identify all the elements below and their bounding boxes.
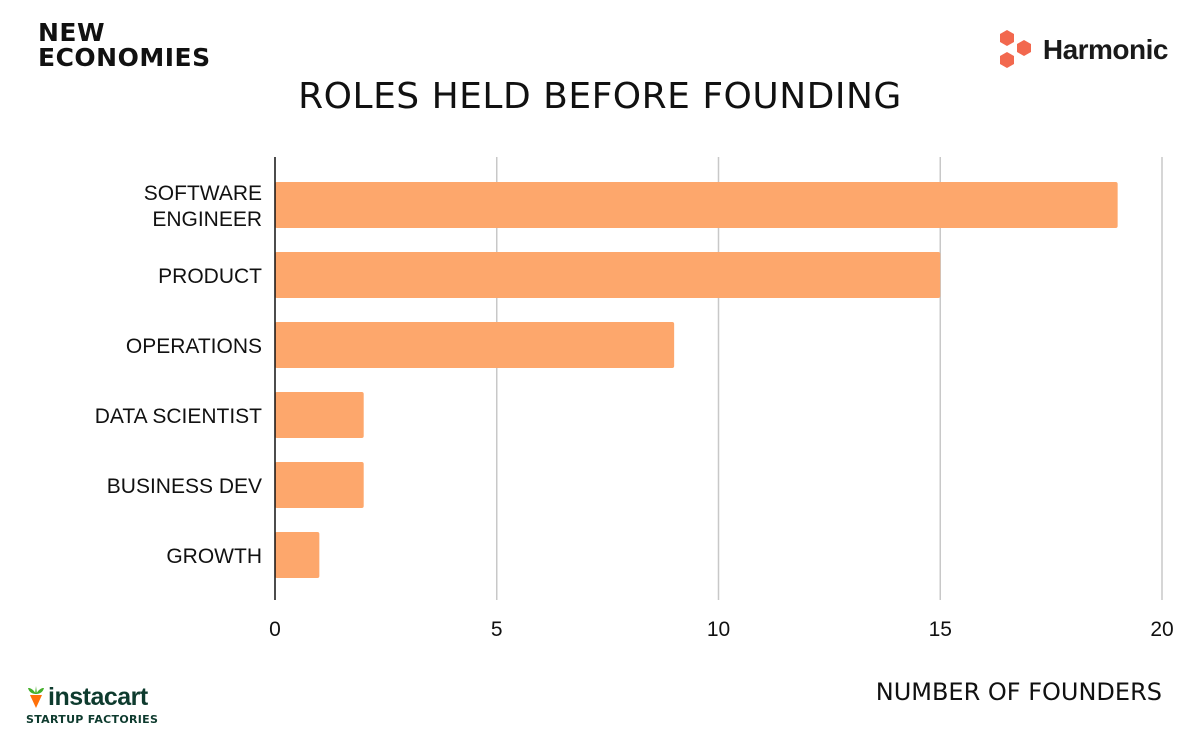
category-label: DATA SCIENTIST [95,405,262,428]
bar [275,322,675,368]
x-tick-label: 10 [707,618,730,641]
category-label: PRODUCT [158,265,262,288]
bar [275,182,1118,228]
instacart-wordmark: instacart [48,683,148,711]
category-label: GROWTH [166,545,262,568]
chart-title: ROLES HELD BEFORE FOUNDING [298,76,902,117]
x-tick-label: 20 [1150,618,1173,641]
category-label: BUSINESS DEV [107,475,262,498]
harmonic-hexagons-icon [999,30,1031,68]
x-axis-label: NUMBER OF FOUNDERS [875,678,1162,706]
category-label: OPERATIONS [126,335,262,358]
bar [275,462,364,508]
instacart-logo: instacart STARTUP FACTORIES [26,684,158,726]
bar [275,392,364,438]
brand-line-2: ECONOMIES [38,43,211,72]
x-tick-label: 15 [929,618,952,641]
bar [275,252,941,298]
harmonic-logo: Harmonic [997,28,1169,72]
harmonic-wordmark: Harmonic [1042,34,1169,65]
x-tick-label: 0 [269,618,281,641]
carrot-icon [28,686,44,708]
category-label: ENGINEER [152,208,262,231]
new-economies-logo: NEW ECONOMIES [38,20,211,70]
bar [275,532,320,578]
brand-line-1: NEW [38,18,106,47]
category-label: SOFTWARE [144,182,262,205]
instacart-subtitle: STARTUP FACTORIES [26,713,159,726]
x-tick-label: 5 [491,618,503,641]
